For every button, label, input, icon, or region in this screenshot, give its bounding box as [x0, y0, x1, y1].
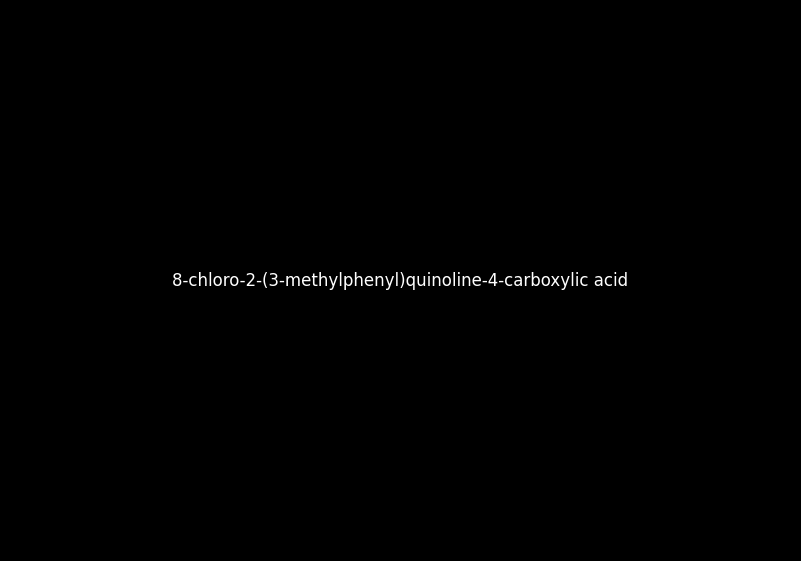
Text: 8-chloro-2-(3-methylphenyl)quinoline-4-carboxylic acid: 8-chloro-2-(3-methylphenyl)quinoline-4-c…: [172, 272, 629, 289]
